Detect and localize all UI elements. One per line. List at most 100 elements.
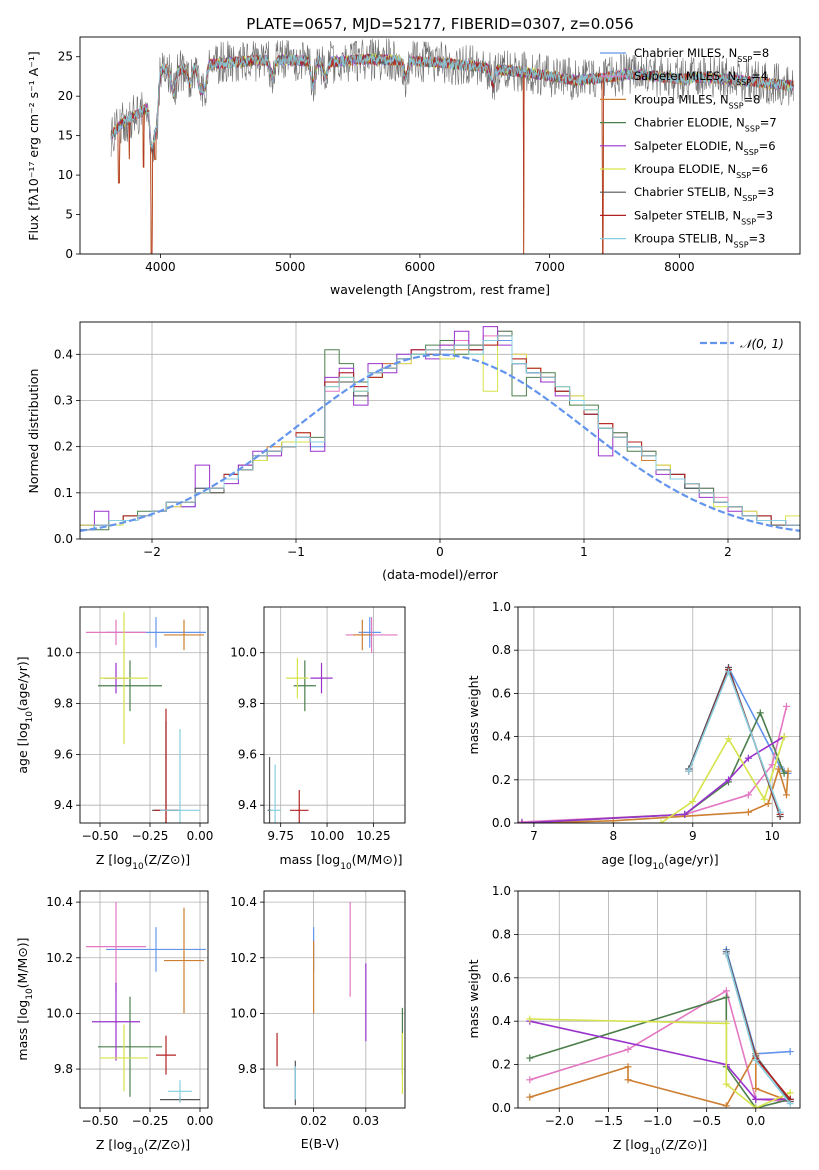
weight-vs-age-marker [782, 702, 790, 710]
spectrum-legend-label: Chabrier ELODIE, NSSP=7 [634, 116, 777, 134]
weight-vs-age-panel: 7 8 9 10 0.0 0.2 0.4 0.6 0.8 1.0 age [log10(age/y… [466, 600, 801, 872]
age-vs-mass-plot-area: 9.75 10.00 10.25 9.4 9.6 9.8 10.0 [230, 606, 406, 843]
spectrum-legend-label: Salpeter MILES, NSSP=4 [634, 69, 768, 87]
age-vs-mass-y-tick-label: 10.0 [230, 646, 257, 660]
weight-vs-age-marker [725, 735, 733, 743]
residuals-histogram-step [80, 335, 800, 539]
spectrum-y-tick-label: 20 [58, 89, 73, 103]
mass-vs-metallicity-panel: −0.50 −0.25 0.00 9.8 10.0 10.2 10.4 Z [log10(Z… [15, 890, 213, 1157]
weight-vs-age-marker [760, 795, 768, 803]
weight-vs-age-plot-area: 7 8 9 10 0.0 0.2 0.4 0.6 0.8 1.0 [492, 600, 801, 843]
spectrum-x-axis-label: wavelength [Angstrom, rest frame] [330, 282, 550, 297]
mass-vs-metallicity-x-tick-label: −0.50 [82, 1114, 119, 1128]
weight-vs-age-marker [756, 709, 764, 717]
weight-vs-age-x-axis-label: age [log10(age/yr)] [601, 852, 718, 872]
age-vs-metallicity-errorbar [86, 619, 146, 646]
weight-vs-metallicity-marker [786, 1100, 794, 1108]
weight-vs-age-marker [685, 767, 693, 775]
residuals-frame [79, 321, 801, 540]
age-vs-metallicity-errorbar [164, 619, 204, 651]
spectrum-legend-label: Kroupa ELODIE, NSSP=6 [634, 162, 768, 180]
gaussian-curve [80, 353, 800, 532]
weight-vs-age-marker [782, 791, 790, 799]
mass-vs-metallicity-errorbar [86, 902, 146, 992]
weight-vs-metallicity-marker [722, 1080, 730, 1088]
residuals-panel: −2 −1 0 1 2 0.0 0.1 0.2 0.3 0.4 𝒩(0, 1) (data-mod… [26, 321, 801, 582]
residuals-x-tick-label: −1 [287, 545, 305, 559]
mass-vs-metallicity-frame [79, 890, 209, 1109]
age-vs-mass-errorbar [269, 764, 281, 823]
mass-vs-metallicity-errorbar [100, 1024, 148, 1092]
weight-vs-metallicity-frame [517, 890, 801, 1109]
spectrum-data-line [110, 38, 794, 254]
spectrum-legend-label: Chabrier MILES, NSSP=8 [634, 46, 769, 64]
weight-vs-metallicity-x-axis-label: Z [log10(Z/Z⊙)] [613, 1137, 707, 1157]
mass-vs-metallicity-errorbar [106, 927, 206, 972]
age-vs-metallicity-errorbars [86, 612, 206, 823]
weight-vs-age-x-tick-label: 8 [610, 829, 618, 843]
weight-vs-age-x-tick-label: 9 [689, 829, 697, 843]
weight-vs-metallicity-marker [722, 950, 730, 958]
weight-vs-age-y-tick-label: 0.8 [492, 643, 511, 657]
age-vs-mass-x-tick-label: 10.00 [310, 829, 344, 843]
age-vs-metallicity-x-tick-label: 0.00 [187, 829, 214, 843]
weight-vs-metallicity-marker [722, 987, 730, 995]
spectrum-y-tick-label: 15 [58, 129, 73, 143]
spectrum-y-tick-label: 0 [65, 247, 73, 261]
weight-vs-age-marker [725, 776, 733, 784]
residuals-y-tick-label: 0.3 [54, 393, 73, 407]
weight-vs-age-y-tick-label: 0.0 [492, 816, 511, 830]
mass-vs-ebv-plot-area: 0.02 0.03 9.8 10.0 10.2 10.4 [230, 890, 406, 1128]
mass-vs-ebv-x-tick-label: 0.02 [300, 1114, 327, 1128]
weight-vs-age-marker [744, 754, 752, 762]
spectrum-x-tick-label: 6000 [405, 260, 436, 274]
weight-vs-age-lines [518, 663, 792, 823]
weight-vs-metallicity-marker [752, 1095, 760, 1103]
weight-vs-age-y-tick-label: 0.4 [492, 730, 511, 744]
age-vs-mass-errorbars [267, 617, 398, 823]
mass-vs-metallicity-errorbar [92, 982, 140, 1061]
weight-vs-metallicity-x-tick-label: −1.0 [643, 1114, 672, 1128]
spectrum-x-tick-label: 4000 [145, 260, 176, 274]
spectrum-x-tick-label: 8000 [664, 260, 695, 274]
mass-vs-metallicity-errorbar [98, 996, 162, 1097]
mass-vs-metallicity-errorbar [156, 1035, 176, 1075]
residuals-x-tick-label: 1 [580, 545, 588, 559]
weight-vs-metallicity-marker [786, 1089, 794, 1097]
age-vs-metallicity-errorbar [160, 728, 200, 823]
residuals-x-tick-label: 2 [724, 545, 732, 559]
weight-vs-metallicity-marker [752, 1084, 760, 1092]
age-vs-mass-errorbar [286, 657, 309, 699]
residuals-y-tick-label: 0.1 [54, 486, 73, 500]
weight-vs-metallicity-y-tick-label: 0.6 [492, 971, 511, 985]
weight-vs-age-marker [780, 769, 788, 777]
weight-vs-age-marker [657, 819, 665, 823]
mass-vs-metallicity-errorbar [168, 1080, 192, 1103]
spectrum-x-tick-label: 5000 [275, 260, 306, 274]
mass-vs-metallicity-y-tick-label: 10.2 [46, 951, 73, 965]
weight-vs-metallicity-marker [786, 1048, 794, 1056]
age-vs-metallicity-errorbar [100, 612, 148, 745]
age-vs-mass-panel: 9.75 10.00 10.25 9.4 9.6 9.8 10.0 mass [log10(… [230, 606, 406, 872]
weight-vs-age-marker [689, 797, 697, 805]
mass-vs-ebv-x-tick-label: 0.03 [352, 1114, 379, 1128]
age-vs-metallicity-errorbar [98, 660, 162, 712]
spectrum-legend: Chabrier MILES, NSSP=8 Salpeter MILES, NS… [600, 46, 777, 249]
weight-vs-age-marker [784, 767, 792, 775]
mass-vs-ebv-y-tick-label: 10.2 [230, 951, 257, 965]
weight-vs-metallicity-marker [752, 1056, 760, 1064]
mass-vs-metallicity-y-tick-label: 10.4 [46, 895, 73, 909]
mass-vs-metallicity-errorbars [86, 902, 206, 1103]
residuals-x-tick-label: −2 [143, 545, 161, 559]
spectrum-panel: PLATE=0657, MJD=52177, FIBERID=0307, z=0… [26, 15, 801, 297]
weight-vs-age-x-tick-label: 7 [530, 829, 538, 843]
mass-vs-metallicity-y-tick-label: 9.8 [54, 1062, 73, 1076]
weight-vs-age-y-tick-label: 0.6 [492, 686, 511, 700]
spectrum-y-tick-label: 10 [58, 168, 73, 182]
weight-vs-metallicity-x-tick-label: −0.5 [692, 1114, 721, 1128]
age-vs-metallicity-plot-area: −0.50 −0.25 0.00 9.4 9.6 9.8 10.0 [46, 606, 214, 843]
weight-vs-age-marker [744, 808, 752, 816]
weight-vs-age-marker [775, 765, 783, 773]
age-vs-mass-errorbar [353, 619, 372, 651]
